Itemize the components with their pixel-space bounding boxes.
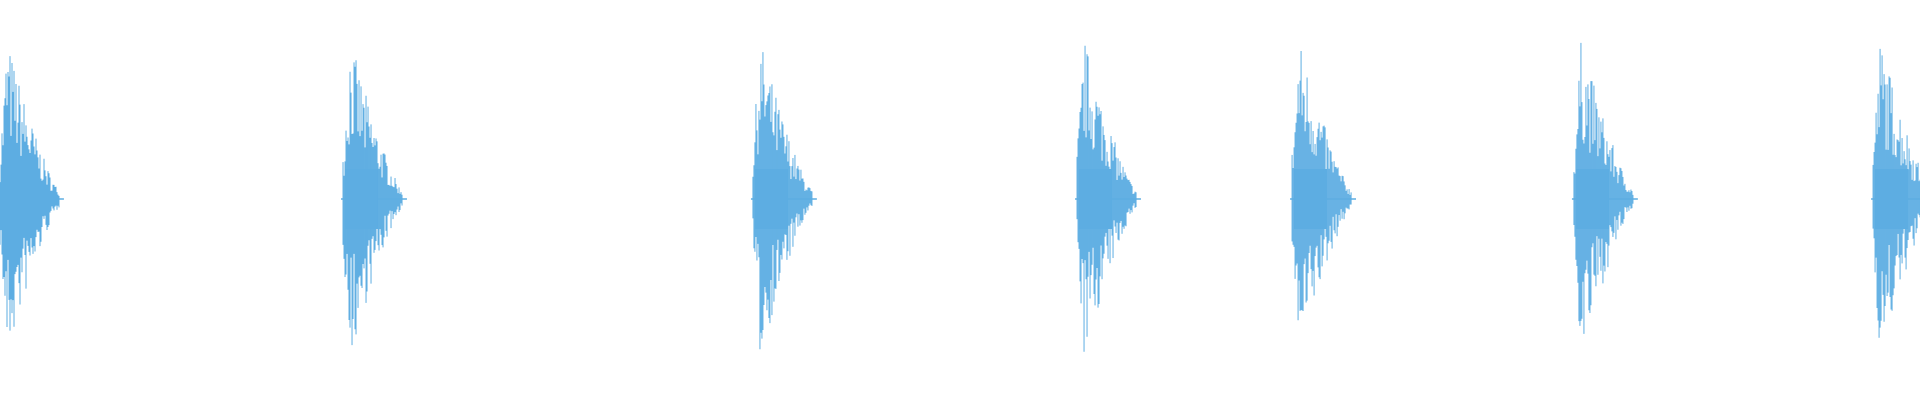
waveform-core (2, 169, 35, 229)
waveform-burst (1571, 42, 1638, 334)
waveform-burst (750, 52, 817, 350)
waveform-core (1294, 169, 1328, 229)
waveform-burst (1075, 45, 1141, 352)
waveform-core (1875, 169, 1909, 229)
waveform-core (345, 169, 378, 229)
waveform-core (754, 169, 788, 229)
waveform-burst (1871, 48, 1920, 338)
waveform-burst (341, 60, 407, 346)
waveform-burst (0, 56, 64, 331)
waveform-burst (1290, 50, 1356, 321)
waveform-core (1575, 169, 1609, 229)
waveform-core (1079, 169, 1112, 229)
